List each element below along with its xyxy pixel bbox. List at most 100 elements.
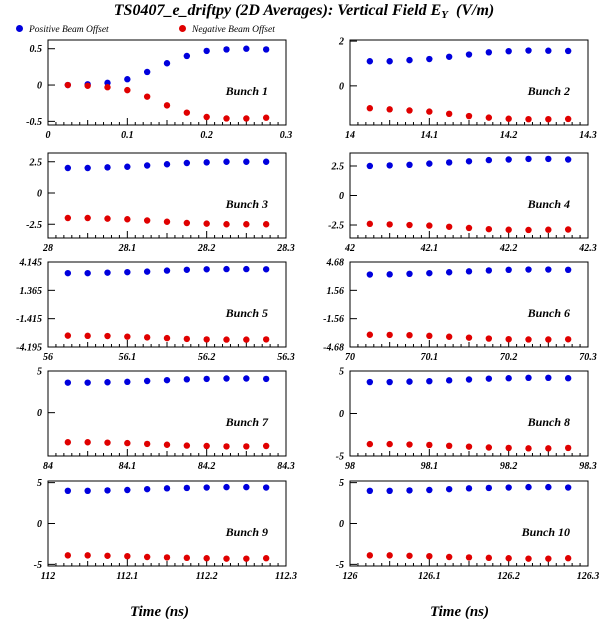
panel-5-negative-point	[183, 335, 191, 343]
panel-2-positive-point	[445, 53, 453, 60]
panel-6-x-tick-label: 70.2	[500, 352, 518, 363]
panel-7-x-tick-label: 84.3	[277, 461, 295, 472]
panel-7-positive-point	[183, 376, 191, 383]
panel-5-positive-point	[104, 269, 111, 276]
panel-10-negative-point	[545, 555, 552, 562]
panel-3-negative-point	[183, 219, 191, 227]
panel-8-positive-point	[386, 378, 393, 386]
panel-5-x-tick-label: 56.2	[198, 352, 216, 363]
panel-6-positive-point	[386, 271, 393, 278]
panel-9-negative-point	[183, 554, 191, 562]
panel-5-positive-point	[64, 269, 72, 277]
panel-1-positive-point	[183, 52, 191, 60]
panel-9-x-tick-label: 112.1	[116, 571, 138, 582]
panel-7-negative-point	[143, 440, 151, 448]
panel-9-x-tick-label: 112	[41, 571, 55, 582]
legend-negative: Negative Beam Offset	[179, 25, 275, 35]
panel-8-negative-point	[426, 441, 433, 449]
panel-1-y-tick-label: -0.5	[26, 117, 42, 128]
panel-4-label: Bunch 4	[527, 197, 570, 211]
panel-2-negative-point	[366, 105, 374, 112]
panel-10-positive-point	[445, 485, 453, 493]
panel-2-positive-point	[525, 47, 532, 54]
panel-2-label: Bunch 2	[527, 84, 570, 98]
panel-10-negative-point	[386, 552, 393, 559]
panel-3-y-tick-label: 2.5	[29, 157, 43, 168]
legend-negative-marker	[179, 25, 186, 32]
panel-4-negative-point	[406, 221, 413, 229]
panel-6-positive-point	[406, 270, 413, 278]
panel-8-negative-point	[465, 443, 473, 450]
panel-10-label: Bunch 10	[521, 525, 570, 539]
panel-9-positive-point	[64, 487, 72, 495]
legend-negative-label: Negative Beam Offset	[192, 25, 275, 35]
panel-4-negative-point	[465, 224, 473, 232]
panel-7-negative-point	[223, 443, 230, 450]
panel-6-y-tick-label: 1.56	[327, 286, 345, 297]
panel-5-frame	[47, 261, 287, 348]
panel-8-y-tick-label: -5	[336, 452, 344, 463]
panel-3-positive-point	[124, 163, 131, 170]
panel-6-positive-point	[525, 266, 532, 273]
panel-6-positive-point	[366, 271, 374, 278]
panel-10-positive-point	[564, 484, 572, 491]
panel-5-y-tick-label: -4.195	[16, 343, 42, 354]
panel-9-y-tick-label: 5	[37, 478, 42, 489]
panel-4-positive-point	[505, 156, 512, 163]
panel-10-y-tick-label: 0	[339, 519, 344, 530]
panel-9-negative-point	[243, 555, 250, 562]
panel-3-x-tick-label: 28.1	[118, 243, 137, 254]
panel-3-positive-point	[183, 159, 191, 167]
panel-5-negative-point	[143, 334, 151, 341]
panel-4-x-tick-label: 42.3	[578, 243, 597, 254]
panel-8-positive-point	[426, 378, 433, 385]
panel-3-y-tick-label: -2.5	[26, 220, 42, 231]
panel-8-positive-point	[505, 375, 512, 382]
panel-3-negative-point	[262, 221, 270, 228]
panel-9-positive-point	[223, 483, 230, 491]
panel-5-negative-point	[104, 332, 111, 340]
panel-5-positive-point	[183, 266, 191, 273]
panel-8-positive-point	[485, 375, 493, 382]
panel-5-negative-point	[243, 336, 250, 343]
panel-2-y-tick-label: 2	[338, 37, 344, 48]
panel-9-positive-point	[203, 484, 210, 491]
panel-9-negative-point	[163, 554, 171, 561]
panel-5-positive-point	[223, 265, 230, 273]
panel-8-negative-point	[564, 444, 572, 452]
panel-7-label: Bunch 7	[225, 415, 269, 429]
panel-10-frame	[349, 480, 589, 567]
panel-1-positive-point	[163, 60, 171, 67]
legend-positive-label: Positive Beam Offset	[29, 25, 109, 35]
panel-9-positive-point	[262, 484, 270, 491]
panel-10-negative-point	[445, 553, 453, 561]
panel-6-positive-point	[545, 266, 552, 273]
panel-4-x-tick-label: 42.2	[499, 243, 518, 254]
panel-6-negative-point	[525, 336, 532, 343]
panel-2-x-tick-label: 14.3	[579, 130, 597, 141]
panel-8-x-tick-label: 98	[345, 461, 355, 472]
panel-2-negative-point	[445, 110, 453, 118]
panel-5-positive-point	[243, 265, 250, 273]
panel-6-negative-point	[465, 334, 473, 341]
panel-1-negative-point	[64, 81, 72, 89]
panel-1-positive-point	[223, 46, 230, 53]
panel-8-label: Bunch 8	[527, 415, 570, 429]
legend-positive-marker	[16, 25, 23, 32]
panel-3-negative-point	[223, 221, 230, 228]
panel-2-x-tick-label: 14	[345, 130, 355, 141]
panel-2-positive-point	[406, 56, 413, 64]
panel-10-positive-point	[406, 487, 413, 494]
panel-6-y-tick-label: -1.56	[323, 314, 344, 325]
panel-6-y-tick-label: -4.68	[323, 343, 344, 354]
panel-4-positive-point	[366, 162, 374, 170]
panel-2-negative-point	[465, 112, 473, 120]
panel-4-positive-point	[525, 155, 532, 163]
panel-6-positive-point	[426, 269, 433, 277]
panel-4-positive-point	[485, 156, 493, 164]
panel-10-negative-point	[525, 555, 532, 562]
panel-9-negative-point	[124, 552, 131, 560]
panel-8-positive-point	[545, 374, 552, 381]
panel-3-positive-point	[203, 159, 210, 166]
